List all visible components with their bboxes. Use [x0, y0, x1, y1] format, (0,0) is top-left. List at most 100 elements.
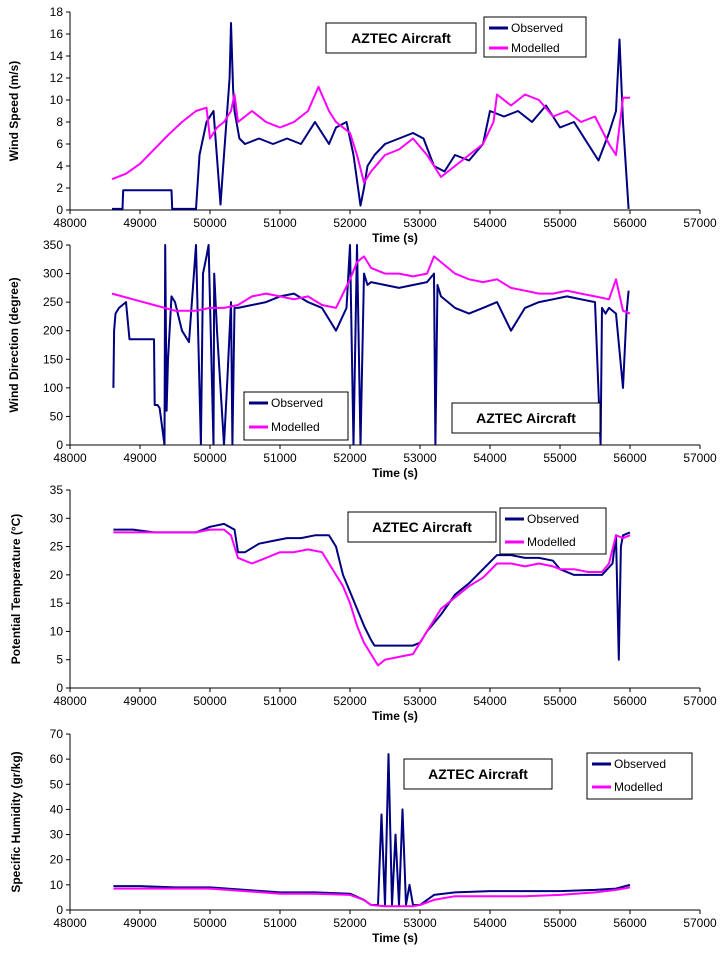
y-tick-label: 15: [50, 596, 64, 610]
x-tick-label: 51000: [263, 216, 297, 230]
annotation-text: AZTEC Aircraft: [351, 30, 451, 46]
series-line-modelled: [111, 85, 630, 184]
series-line-observed: [113, 522, 631, 661]
y-tick-label: 50: [50, 777, 64, 791]
x-tick-label: 52000: [333, 216, 367, 230]
y-tick-label: 30: [50, 828, 64, 842]
x-tick-label: 57000: [683, 694, 717, 708]
x-tick-label: 55000: [543, 916, 577, 930]
legend-box: [243, 391, 349, 441]
legend-label-modelled: Modelled: [511, 41, 560, 55]
y-tick-label: 70: [50, 727, 64, 741]
y-tick-label: 0: [56, 681, 63, 695]
series-line-modelled: [111, 255, 631, 315]
y-axis-title: Wind Direction (degree): [7, 277, 21, 412]
x-tick-label: 57000: [683, 916, 717, 930]
y-tick-label: 250: [43, 295, 63, 309]
x-tick-label: 54000: [473, 216, 507, 230]
chart-panel-1: 0 2 4 6 8 10 12 14 16 18 48000 49000 50000 51000 52000…: [7, 5, 717, 245]
y-tick-label: 18: [50, 5, 64, 19]
y-tick-label: 100: [43, 381, 63, 395]
x-tick-label: 56000: [613, 694, 647, 708]
y-tick-label: 30: [50, 511, 64, 525]
y-tick-label: 2: [56, 181, 63, 195]
chart-panel-4: 0 10 20 30 40 50 60 70 48000 49000 50000 51000 52000…: [9, 727, 717, 945]
x-tick-label: 49000: [123, 216, 157, 230]
legend-label-observed: Observed: [527, 512, 579, 526]
chart-panel-2: 0 50 100 150 200 250 300 350 48000 49000 50000 5100…: [7, 238, 717, 480]
series-line-observed: [113, 753, 631, 906]
x-tick-label: 56000: [613, 216, 647, 230]
series-line-observed: [112, 22, 630, 210]
x-tick-label: 56000: [613, 451, 647, 465]
x-tick-label: 48000: [53, 916, 87, 930]
annotation-text: AZTEC Aircraft: [372, 519, 472, 535]
y-tick-label: 60: [50, 752, 64, 766]
x-tick-label: 53000: [403, 216, 437, 230]
x-tick-label: 54000: [473, 694, 507, 708]
y-tick-label: 0: [56, 903, 63, 917]
y-tick-label: 40: [50, 802, 64, 816]
chart-panel-3: 0 5 10 15 20 25 30 35 48000 49000 50000 51000 52000 5…: [9, 483, 717, 723]
x-tick-label: 57000: [683, 451, 717, 465]
legend-box: [483, 16, 587, 58]
legend-label-modelled: Modelled: [614, 780, 663, 794]
x-tick-label: 51000: [263, 694, 297, 708]
y-tick-label: 0: [56, 438, 63, 452]
x-tick-label: 53000: [403, 451, 437, 465]
y-tick-label: 10: [50, 878, 64, 892]
x-tick-label: 52000: [333, 916, 367, 930]
annotation-text: AZTEC Aircraft: [476, 410, 576, 426]
y-tick-label: 200: [43, 324, 63, 338]
annotation-box: [403, 758, 553, 790]
legend-label-observed: Observed: [614, 757, 666, 771]
y-tick-label: 10: [50, 624, 64, 638]
y-tick-label: 20: [50, 853, 64, 867]
y-tick-label: 35: [50, 483, 64, 497]
y-tick-label: 25: [50, 540, 64, 554]
annotation-box: [451, 402, 601, 434]
x-axis-title: Time (s): [372, 931, 418, 945]
y-tick-label: 16: [50, 27, 64, 41]
y-tick-label: 50: [50, 409, 64, 423]
x-tick-label: 57000: [683, 216, 717, 230]
x-tick-label: 52000: [333, 694, 367, 708]
y-tick-label: 5: [56, 653, 63, 667]
x-tick-label: 56000: [613, 916, 647, 930]
y-tick-label: 0: [56, 203, 63, 217]
x-tick-label: 50000: [193, 451, 227, 465]
y-tick-label: 6: [56, 137, 63, 151]
legend-label-modelled: Modelled: [271, 420, 320, 434]
legend-box: [499, 507, 607, 555]
legend-box: [586, 752, 693, 800]
y-axis-title: Wind Speed (m/s): [7, 61, 21, 162]
y-tick-label: 300: [43, 267, 63, 281]
y-tick-label: 4: [56, 159, 63, 173]
x-tick-label: 49000: [123, 694, 157, 708]
x-tick-label: 55000: [543, 451, 577, 465]
y-tick-label: 12: [50, 71, 64, 85]
x-tick-label: 52000: [333, 451, 367, 465]
y-tick-label: 150: [43, 352, 63, 366]
x-tick-label: 53000: [403, 694, 437, 708]
x-tick-label: 54000: [473, 451, 507, 465]
legend-label-observed: Observed: [511, 21, 563, 35]
x-tick-label: 50000: [193, 916, 227, 930]
y-axis-title: Potential Temperature (°C): [9, 514, 23, 665]
annotation-box: [347, 511, 497, 543]
x-tick-label: 54000: [473, 916, 507, 930]
legend-label-modelled: Modelled: [527, 535, 576, 549]
x-tick-label: 48000: [53, 216, 87, 230]
y-tick-label: 8: [56, 115, 63, 129]
x-tick-label: 50000: [193, 216, 227, 230]
x-tick-label: 48000: [53, 694, 87, 708]
annotation-text: AZTEC Aircraft: [428, 766, 528, 782]
y-tick-label: 350: [43, 238, 63, 252]
y-tick-label: 20: [50, 568, 64, 582]
x-tick-label: 49000: [123, 916, 157, 930]
x-tick-label: 51000: [263, 916, 297, 930]
y-axis-title: Specific Humidity (gr/kg): [9, 751, 23, 892]
x-tick-label: 55000: [543, 216, 577, 230]
x-tick-label: 53000: [403, 916, 437, 930]
